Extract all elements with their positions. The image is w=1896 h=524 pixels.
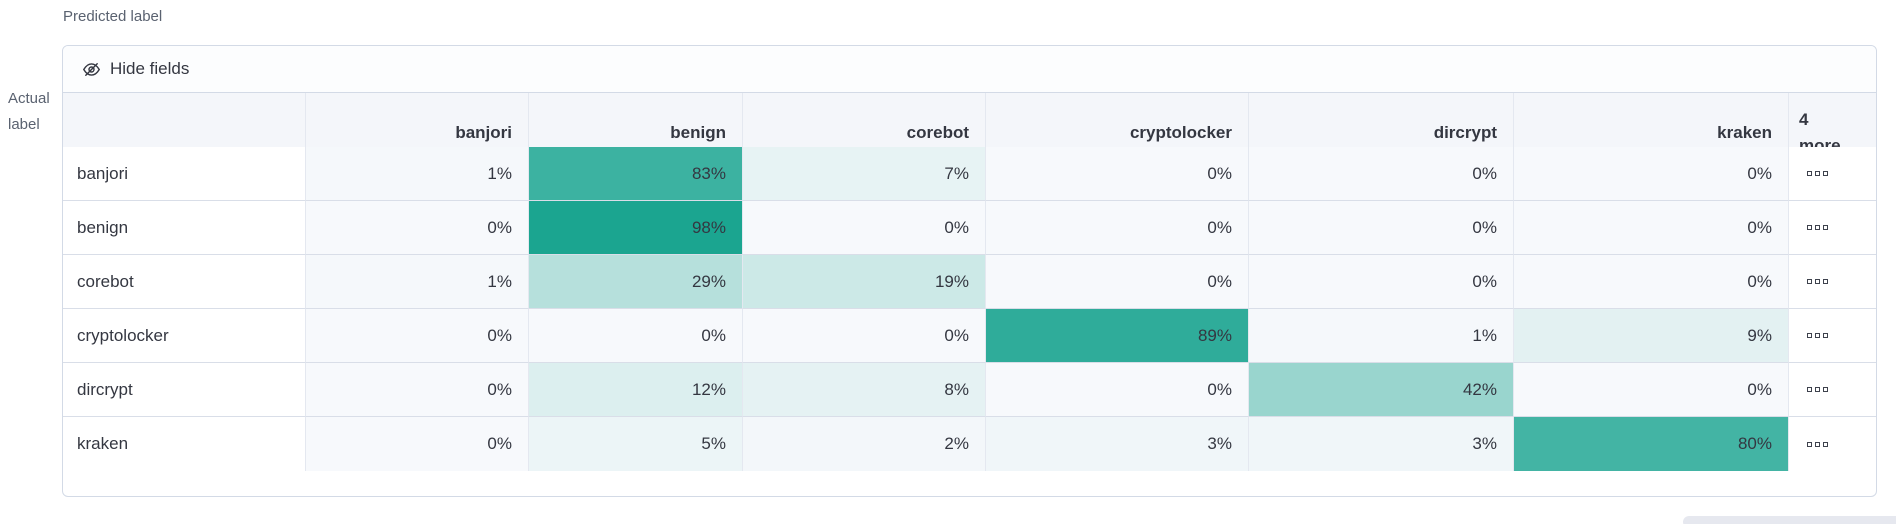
matrix-cell-banjori-banjori: 1% [306, 147, 529, 201]
matrix-cell-corebot-corebot: 19% [743, 255, 986, 309]
matrix-cell-banjori-kraken: 0% [1514, 147, 1789, 201]
data-grid-toolbar: Hide fields [63, 46, 1876, 93]
matrix-cell-benign-corebot: 0% [743, 201, 986, 255]
matrix-cell-cryptolocker-cryptolocker: 89% [986, 309, 1249, 363]
matrix-cell-benign-kraken: 0% [1514, 201, 1789, 255]
actual-label-axis-title: Actual label [8, 90, 50, 134]
matrix-cell-benign-banjori: 0% [306, 201, 529, 255]
row-overflow-cell-corebot [1789, 255, 1876, 309]
matrix-cell-kraken-banjori: 0% [306, 417, 529, 471]
matrix-cell-cryptolocker-corebot: 0% [743, 309, 986, 363]
matrix-cell-cryptolocker-banjori: 0% [306, 309, 529, 363]
matrix-cell-cryptolocker-kraken: 9% [1514, 309, 1789, 363]
boxes-horizontal-icon[interactable] [1807, 225, 1828, 230]
matrix-cell-kraken-benign: 5% [529, 417, 743, 471]
matrix-cell-benign-benign: 98% [529, 201, 743, 255]
matrix-cell-corebot-dircrypt: 0% [1249, 255, 1514, 309]
row-overflow-cell-benign [1789, 201, 1876, 255]
matrix-cell-banjori-corebot: 7% [743, 147, 986, 201]
row-label-kraken: kraken [63, 417, 306, 471]
boxes-horizontal-icon[interactable] [1807, 171, 1828, 176]
matrix-cell-banjori-cryptolocker: 0% [986, 147, 1249, 201]
matrix-cell-benign-cryptolocker: 0% [986, 201, 1249, 255]
boxes-horizontal-icon[interactable] [1807, 333, 1828, 338]
matrix-cell-kraken-kraken: 80% [1514, 417, 1789, 471]
matrix-cell-cryptolocker-dircrypt: 1% [1249, 309, 1514, 363]
matrix-cell-benign-dircrypt: 0% [1249, 201, 1514, 255]
hide-fields-button[interactable]: Hide fields [82, 59, 189, 79]
matrix-cell-cryptolocker-benign: 0% [529, 309, 743, 363]
matrix-cell-kraken-cryptolocker: 3% [986, 417, 1249, 471]
confusion-matrix-panel: Hide fields banjori benign corebot cryptolo… [62, 45, 1877, 497]
row-label-dircrypt: dircrypt [63, 363, 306, 417]
matrix-cell-dircrypt-corebot: 8% [743, 363, 986, 417]
matrix-cell-corebot-benign: 29% [529, 255, 743, 309]
eye-closed-icon [82, 60, 101, 79]
boxes-horizontal-icon[interactable] [1807, 279, 1828, 284]
matrix-cell-dircrypt-benign: 12% [529, 363, 743, 417]
row-overflow-cell-cryptolocker [1789, 309, 1876, 363]
boxes-horizontal-icon[interactable] [1807, 441, 1828, 447]
row-overflow-cell-dircrypt [1789, 363, 1876, 417]
matrix-cell-banjori-benign: 83% [529, 147, 743, 201]
matrix-cell-dircrypt-cryptolocker: 0% [986, 363, 1249, 417]
matrix-cell-kraken-corebot: 2% [743, 417, 986, 471]
row-label-corebot: corebot [63, 255, 306, 309]
matrix-cell-banjori-dircrypt: 0% [1249, 147, 1514, 201]
matrix-cell-corebot-banjori: 1% [306, 255, 529, 309]
predicted-label-axis-title: Predicted label [63, 8, 163, 25]
confusion-matrix-grid: banjori benign corebot cryptolocker dircrypt… [63, 93, 1876, 471]
row-label-banjori: banjori [63, 147, 306, 201]
row-label-cryptolocker: cryptolocker [63, 309, 306, 363]
matrix-cell-corebot-cryptolocker: 0% [986, 255, 1249, 309]
matrix-cell-kraken-dircrypt: 3% [1249, 417, 1514, 471]
hide-fields-label: Hide fields [110, 59, 190, 78]
row-label-benign: benign [63, 201, 306, 255]
row-overflow-cell-kraken [1789, 417, 1876, 471]
horizontal-scrollbar-thumb[interactable] [1683, 516, 1896, 524]
matrix-cell-dircrypt-banjori: 0% [306, 363, 529, 417]
row-overflow-cell-banjori [1789, 147, 1876, 201]
boxes-horizontal-icon[interactable] [1807, 387, 1828, 392]
matrix-cell-dircrypt-dircrypt: 42% [1249, 363, 1514, 417]
matrix-cell-corebot-kraken: 0% [1514, 255, 1789, 309]
matrix-cell-dircrypt-kraken: 0% [1514, 363, 1789, 417]
